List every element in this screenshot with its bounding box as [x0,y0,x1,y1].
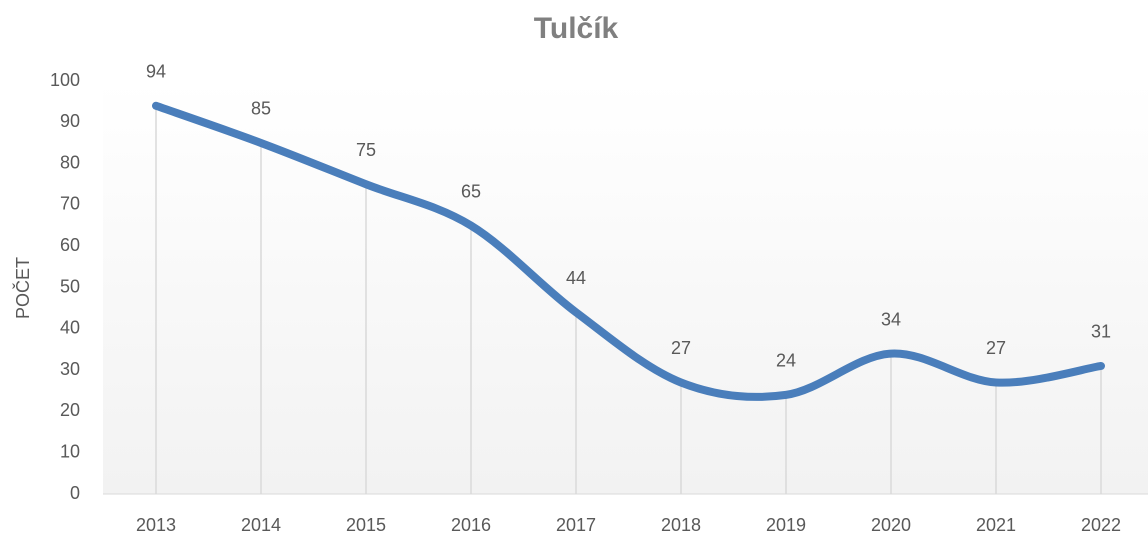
y-axis-label: POČET [12,257,33,319]
data-label: 65 [461,181,481,201]
x-tick-label: 2016 [451,515,491,535]
data-label: 75 [356,140,376,160]
y-tick-label: 90 [60,111,80,131]
data-label: 27 [986,338,1006,358]
y-tick-label: 40 [60,318,80,338]
x-tick-label: 2015 [346,515,386,535]
y-tick-label: 0 [70,483,80,503]
y-tick-label: 80 [60,152,80,172]
chart-title: Tulčík [534,12,619,45]
data-label: 44 [566,268,586,288]
y-tick-label: 10 [60,441,80,461]
line [152,101,1105,401]
x-tick-label: 2019 [766,515,806,535]
x-tick-label: 2018 [661,515,701,535]
data-label: 85 [251,99,271,119]
x-tick-label: 2013 [136,515,176,535]
x-tick-label: 2020 [871,515,911,535]
data-label: 24 [776,351,796,371]
y-tick-label: 50 [60,276,80,296]
x-tick-label: 2014 [241,515,281,535]
x-tick-label: 2017 [556,515,596,535]
data-label: 27 [671,338,691,358]
y-tick-label: 20 [60,400,80,420]
y-tick-label: 70 [60,194,80,214]
x-tick-label: 2021 [976,515,1016,535]
y-tick-label: 100 [50,70,80,90]
y-tick-label: 60 [60,235,80,255]
data-label: 94 [146,62,166,82]
x-tick-label: 2022 [1081,515,1121,535]
data-label: 34 [881,309,901,329]
y-tick-label: 30 [60,359,80,379]
data-label: 31 [1091,322,1111,342]
